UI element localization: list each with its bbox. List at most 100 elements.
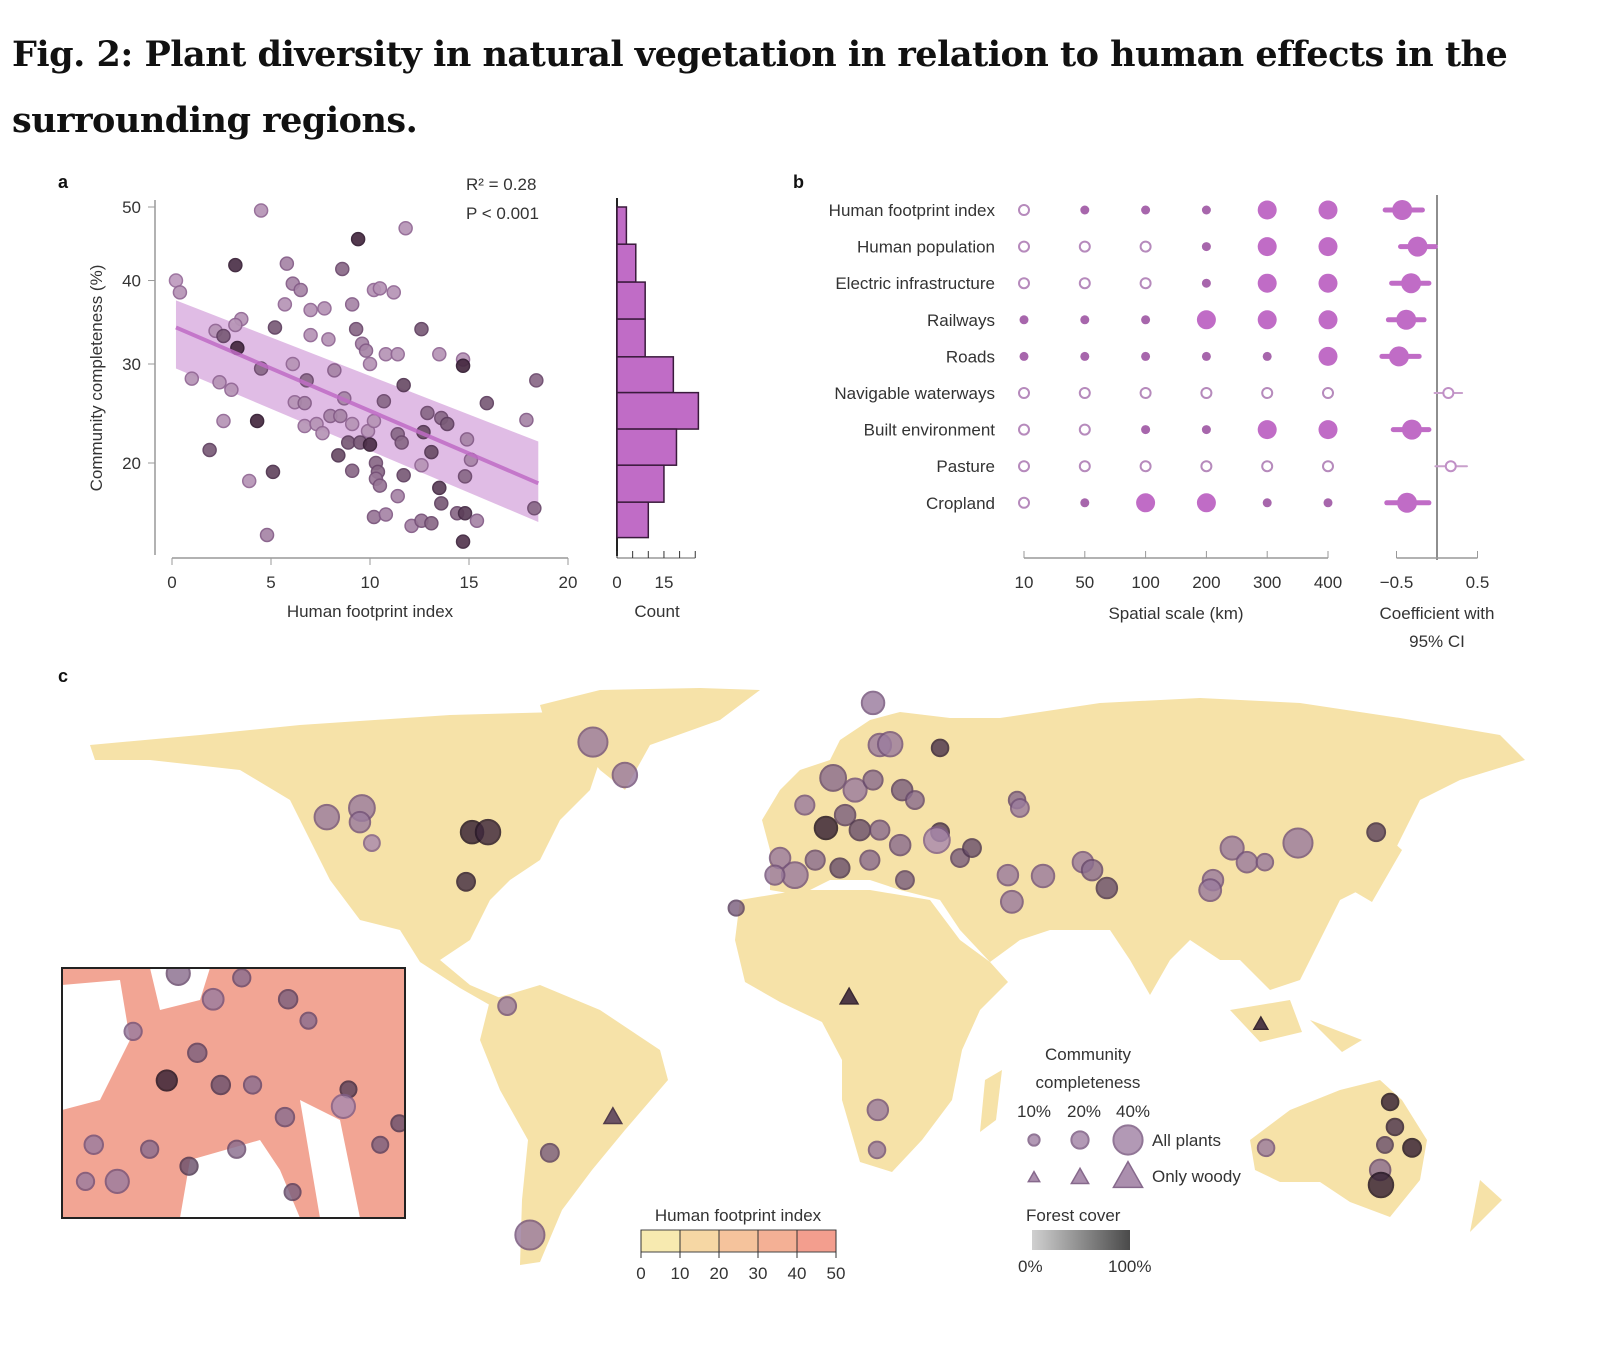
data-point	[253, 203, 269, 218]
open-circle-mark	[1078, 277, 1091, 290]
data-point	[202, 442, 217, 458]
south-america	[480, 985, 668, 1265]
data-point	[455, 358, 471, 374]
site-circle	[876, 730, 904, 758]
coef-point	[1396, 309, 1417, 330]
data-point	[216, 328, 231, 344]
site-circle	[514, 1219, 546, 1251]
panel-c-map: Human footprint index 0 10 20 30 40 50 Commun…	[61, 688, 1525, 1283]
data-point	[297, 418, 312, 434]
scale-tick-label: 50	[1075, 573, 1094, 592]
y-axis-label: Community completeness (%)	[87, 265, 106, 492]
data-point	[529, 373, 544, 388]
site-circle	[833, 803, 857, 827]
site-circle	[842, 777, 868, 803]
small-filled-mark	[1201, 242, 1211, 252]
data-point	[315, 425, 330, 441]
site-circle	[75, 1171, 96, 1192]
data-point	[331, 448, 346, 463]
open-circle-mark	[1078, 423, 1091, 436]
row-label: Human footprint index	[829, 201, 996, 220]
greenland	[540, 688, 760, 790]
data-point	[366, 509, 382, 525]
colorbar-segment	[641, 1230, 680, 1252]
open-circle-mark	[1018, 277, 1030, 290]
site-circle	[140, 1139, 160, 1159]
site-circle	[1367, 1171, 1395, 1199]
small-filled-mark	[1141, 425, 1151, 435]
small-filled-mark	[1141, 205, 1151, 215]
site-circle	[819, 764, 848, 792]
site-circle	[1380, 1092, 1400, 1112]
site-circle	[996, 863, 1020, 887]
site-circle	[922, 826, 951, 854]
x-tick-label: 5	[266, 573, 275, 592]
data-point	[358, 343, 374, 358]
data-point	[479, 395, 495, 411]
open-circle-mark	[1139, 277, 1152, 290]
site-circle	[390, 1114, 405, 1133]
data-point	[335, 261, 350, 277]
small-filled-mark	[1141, 315, 1151, 325]
small-filled-mark	[1019, 315, 1029, 325]
data-point	[378, 507, 394, 522]
site-circle	[848, 818, 872, 842]
site-circle	[277, 989, 299, 1010]
forest-min-label: 0%	[1018, 1257, 1043, 1276]
data-point	[455, 534, 471, 549]
forest-gradient	[1032, 1230, 1130, 1250]
coef-axis-label-1: Coefficient with	[1380, 604, 1495, 623]
p-annotation: P < 0.001	[466, 204, 539, 223]
data-point	[267, 320, 283, 335]
colorbar-tick-label: 50	[827, 1264, 846, 1283]
panel-letter-a: a	[58, 172, 69, 192]
small-filled-mark	[1019, 351, 1029, 361]
data-point	[317, 301, 332, 316]
figure-title: Fig. 2: Plant diversity in natural veget…	[12, 34, 1508, 141]
site-circle	[780, 861, 809, 890]
data-point	[527, 501, 542, 516]
histogram-bar	[616, 243, 637, 283]
data-point	[241, 473, 257, 489]
row-label: Navigable waterways	[834, 384, 995, 403]
site-circle	[862, 769, 884, 791]
histogram-tick-label: 15	[654, 573, 673, 592]
data-point	[297, 395, 312, 411]
site-circle	[962, 838, 982, 858]
row-label: Roads	[946, 347, 995, 366]
regression-line	[175, 325, 540, 486]
new-zealand	[1470, 1180, 1502, 1232]
data-point	[168, 273, 184, 288]
open-circle-mark	[1078, 460, 1091, 473]
large-filled-mark	[1318, 310, 1338, 330]
site-circle	[165, 968, 191, 986]
data-point	[344, 416, 360, 432]
large-filled-mark	[1196, 310, 1216, 330]
x-tick-label: 10	[361, 573, 380, 592]
eurasia	[762, 698, 1525, 995]
data-point	[327, 363, 342, 378]
data-point	[293, 282, 308, 298]
site-circle	[611, 761, 639, 789]
large-filled-mark	[1318, 420, 1338, 440]
data-point	[396, 468, 411, 483]
site-circle	[1070, 1130, 1090, 1150]
site-circle	[274, 1106, 296, 1128]
data-point	[285, 356, 301, 372]
open-circle-mark	[1018, 423, 1030, 436]
data-point	[340, 435, 356, 450]
data-point	[376, 393, 392, 409]
site-circle	[999, 889, 1024, 914]
data-point	[279, 256, 295, 271]
x-tick-label: 0	[167, 573, 176, 592]
data-point	[439, 416, 455, 432]
y-tick-label: 40	[122, 272, 141, 291]
site-circle	[283, 1183, 302, 1202]
size-level-20: 20%	[1067, 1102, 1101, 1121]
data-point	[344, 297, 360, 312]
colorbar-tick-label: 0	[636, 1264, 645, 1283]
site-circle	[904, 790, 925, 811]
large-filled-mark	[1257, 420, 1277, 440]
data-point	[184, 371, 200, 386]
